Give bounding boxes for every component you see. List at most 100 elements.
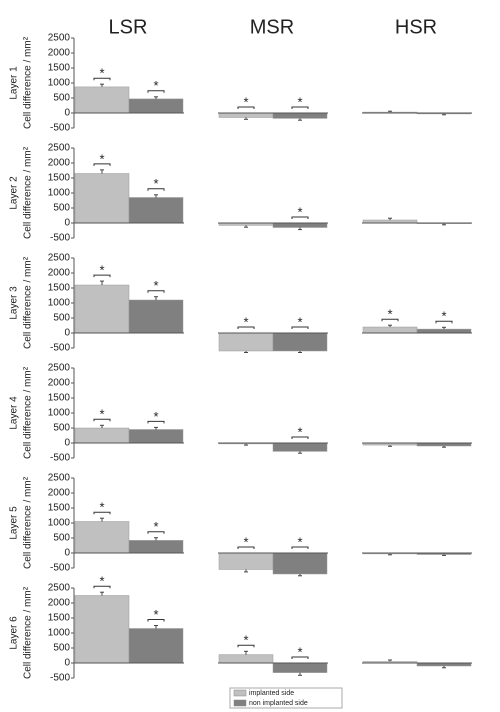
- bar: [416, 328, 472, 334]
- bar: [272, 332, 328, 352]
- significance-star: *: [153, 607, 158, 622]
- significance-bracket: [381, 318, 399, 322]
- y-tick-label: 0: [64, 218, 70, 229]
- y-tick-label: 1000: [48, 628, 71, 639]
- bar: [218, 332, 274, 352]
- legend-label: non implanted side: [249, 700, 308, 707]
- row-label: Layer 2: [9, 176, 20, 210]
- y-tick-label: -500: [50, 453, 70, 464]
- column-title: HSR: [395, 16, 437, 38]
- significance-star: *: [297, 644, 302, 659]
- bar: [272, 552, 328, 575]
- y-tick-label: 2500: [48, 143, 71, 154]
- significance-star: *: [243, 94, 248, 109]
- significance-bracket: [93, 585, 111, 589]
- significance-bracket: [291, 546, 309, 549]
- significance-bracket: [93, 274, 111, 278]
- significance-bracket: [237, 106, 255, 109]
- significance-star: *: [243, 534, 248, 549]
- y-tick-label: 500: [53, 643, 70, 654]
- y-tick-label: 0: [64, 438, 70, 449]
- y-tick-label: 500: [53, 423, 70, 434]
- significance-star: *: [441, 309, 446, 324]
- y-tick-label: 2500: [48, 583, 71, 594]
- bar: [362, 326, 418, 334]
- bar: [74, 427, 130, 444]
- significance-bracket: [291, 326, 309, 329]
- y-tick-label: 0: [64, 108, 70, 119]
- y-tick-label: 2500: [48, 363, 71, 374]
- significance-star: *: [297, 424, 302, 439]
- row-label: Layer 4: [9, 396, 20, 430]
- row-label: Layer 6: [9, 616, 20, 650]
- y-axis-label: Cell difference / mm²: [23, 146, 34, 239]
- bar: [272, 442, 328, 452]
- y-tick-label: 0: [64, 328, 70, 339]
- legend-label: implanted side: [249, 690, 294, 697]
- significance-star: *: [387, 307, 392, 322]
- bar: [74, 595, 130, 664]
- y-tick-label: 2000: [48, 488, 71, 499]
- significance-star: *: [99, 500, 104, 515]
- significance-star: *: [153, 176, 158, 191]
- y-tick-label: 500: [53, 533, 70, 544]
- significance-bracket: [147, 90, 165, 93]
- y-tick-label: 1000: [48, 298, 71, 309]
- significance-star: *: [99, 151, 104, 166]
- y-tick-label: 500: [53, 313, 70, 324]
- significance-bracket: [93, 511, 111, 515]
- significance-bracket: [93, 163, 111, 166]
- significance-bracket: [147, 619, 165, 622]
- y-axis-label: Cell difference / mm²: [23, 586, 34, 679]
- bar: [74, 284, 130, 334]
- bar: [272, 112, 328, 119]
- significance-star: *: [297, 314, 302, 329]
- y-tick-label: -500: [50, 123, 70, 134]
- y-tick-label: 2000: [48, 158, 71, 169]
- significance-bracket: [147, 420, 165, 424]
- y-tick-label: 500: [53, 203, 70, 214]
- significance-star: *: [243, 633, 248, 648]
- y-tick-label: 2500: [48, 253, 71, 264]
- y-tick-label: -500: [50, 563, 70, 574]
- bar: [128, 98, 184, 114]
- y-tick-label: 1500: [48, 63, 71, 74]
- significance-star: *: [153, 519, 158, 534]
- y-tick-label: -500: [50, 233, 70, 244]
- legend-swatch: [233, 699, 247, 707]
- y-tick-label: 0: [64, 548, 70, 559]
- significance-bracket: [147, 290, 165, 293]
- row-label: Layer 3: [9, 286, 20, 320]
- significance-star: *: [297, 204, 302, 219]
- y-axis-label: Cell difference / mm²: [23, 366, 34, 459]
- significance-bracket: [237, 546, 255, 549]
- y-tick-label: 1000: [48, 188, 71, 199]
- significance-star: *: [297, 534, 302, 549]
- bar: [218, 552, 274, 570]
- bar: [128, 197, 184, 224]
- bar: [218, 112, 274, 118]
- significance-star: *: [99, 66, 104, 81]
- y-tick-label: 2000: [48, 378, 71, 389]
- significance-star: *: [243, 314, 248, 329]
- significance-star: *: [99, 263, 104, 278]
- significance-bracket: [291, 436, 309, 439]
- y-tick-label: 1000: [48, 518, 71, 529]
- column-title: MSR: [250, 16, 294, 38]
- y-tick-label: -500: [50, 673, 70, 684]
- y-tick-label: 1500: [48, 173, 71, 184]
- bar: [128, 429, 184, 444]
- significance-bracket: [237, 326, 255, 329]
- row-label: Layer 5: [9, 506, 20, 540]
- y-tick-label: 1500: [48, 283, 71, 294]
- y-tick-label: 1500: [48, 503, 71, 514]
- y-axis-label: Cell difference / mm²: [23, 476, 34, 569]
- bar: [218, 654, 274, 664]
- y-tick-label: 2500: [48, 473, 71, 484]
- y-tick-label: 0: [64, 658, 70, 669]
- significance-star: *: [297, 94, 302, 109]
- significance-star: *: [153, 78, 158, 93]
- legend-box: [229, 687, 343, 709]
- bar: [272, 662, 328, 673]
- column-title: LSR: [109, 16, 148, 38]
